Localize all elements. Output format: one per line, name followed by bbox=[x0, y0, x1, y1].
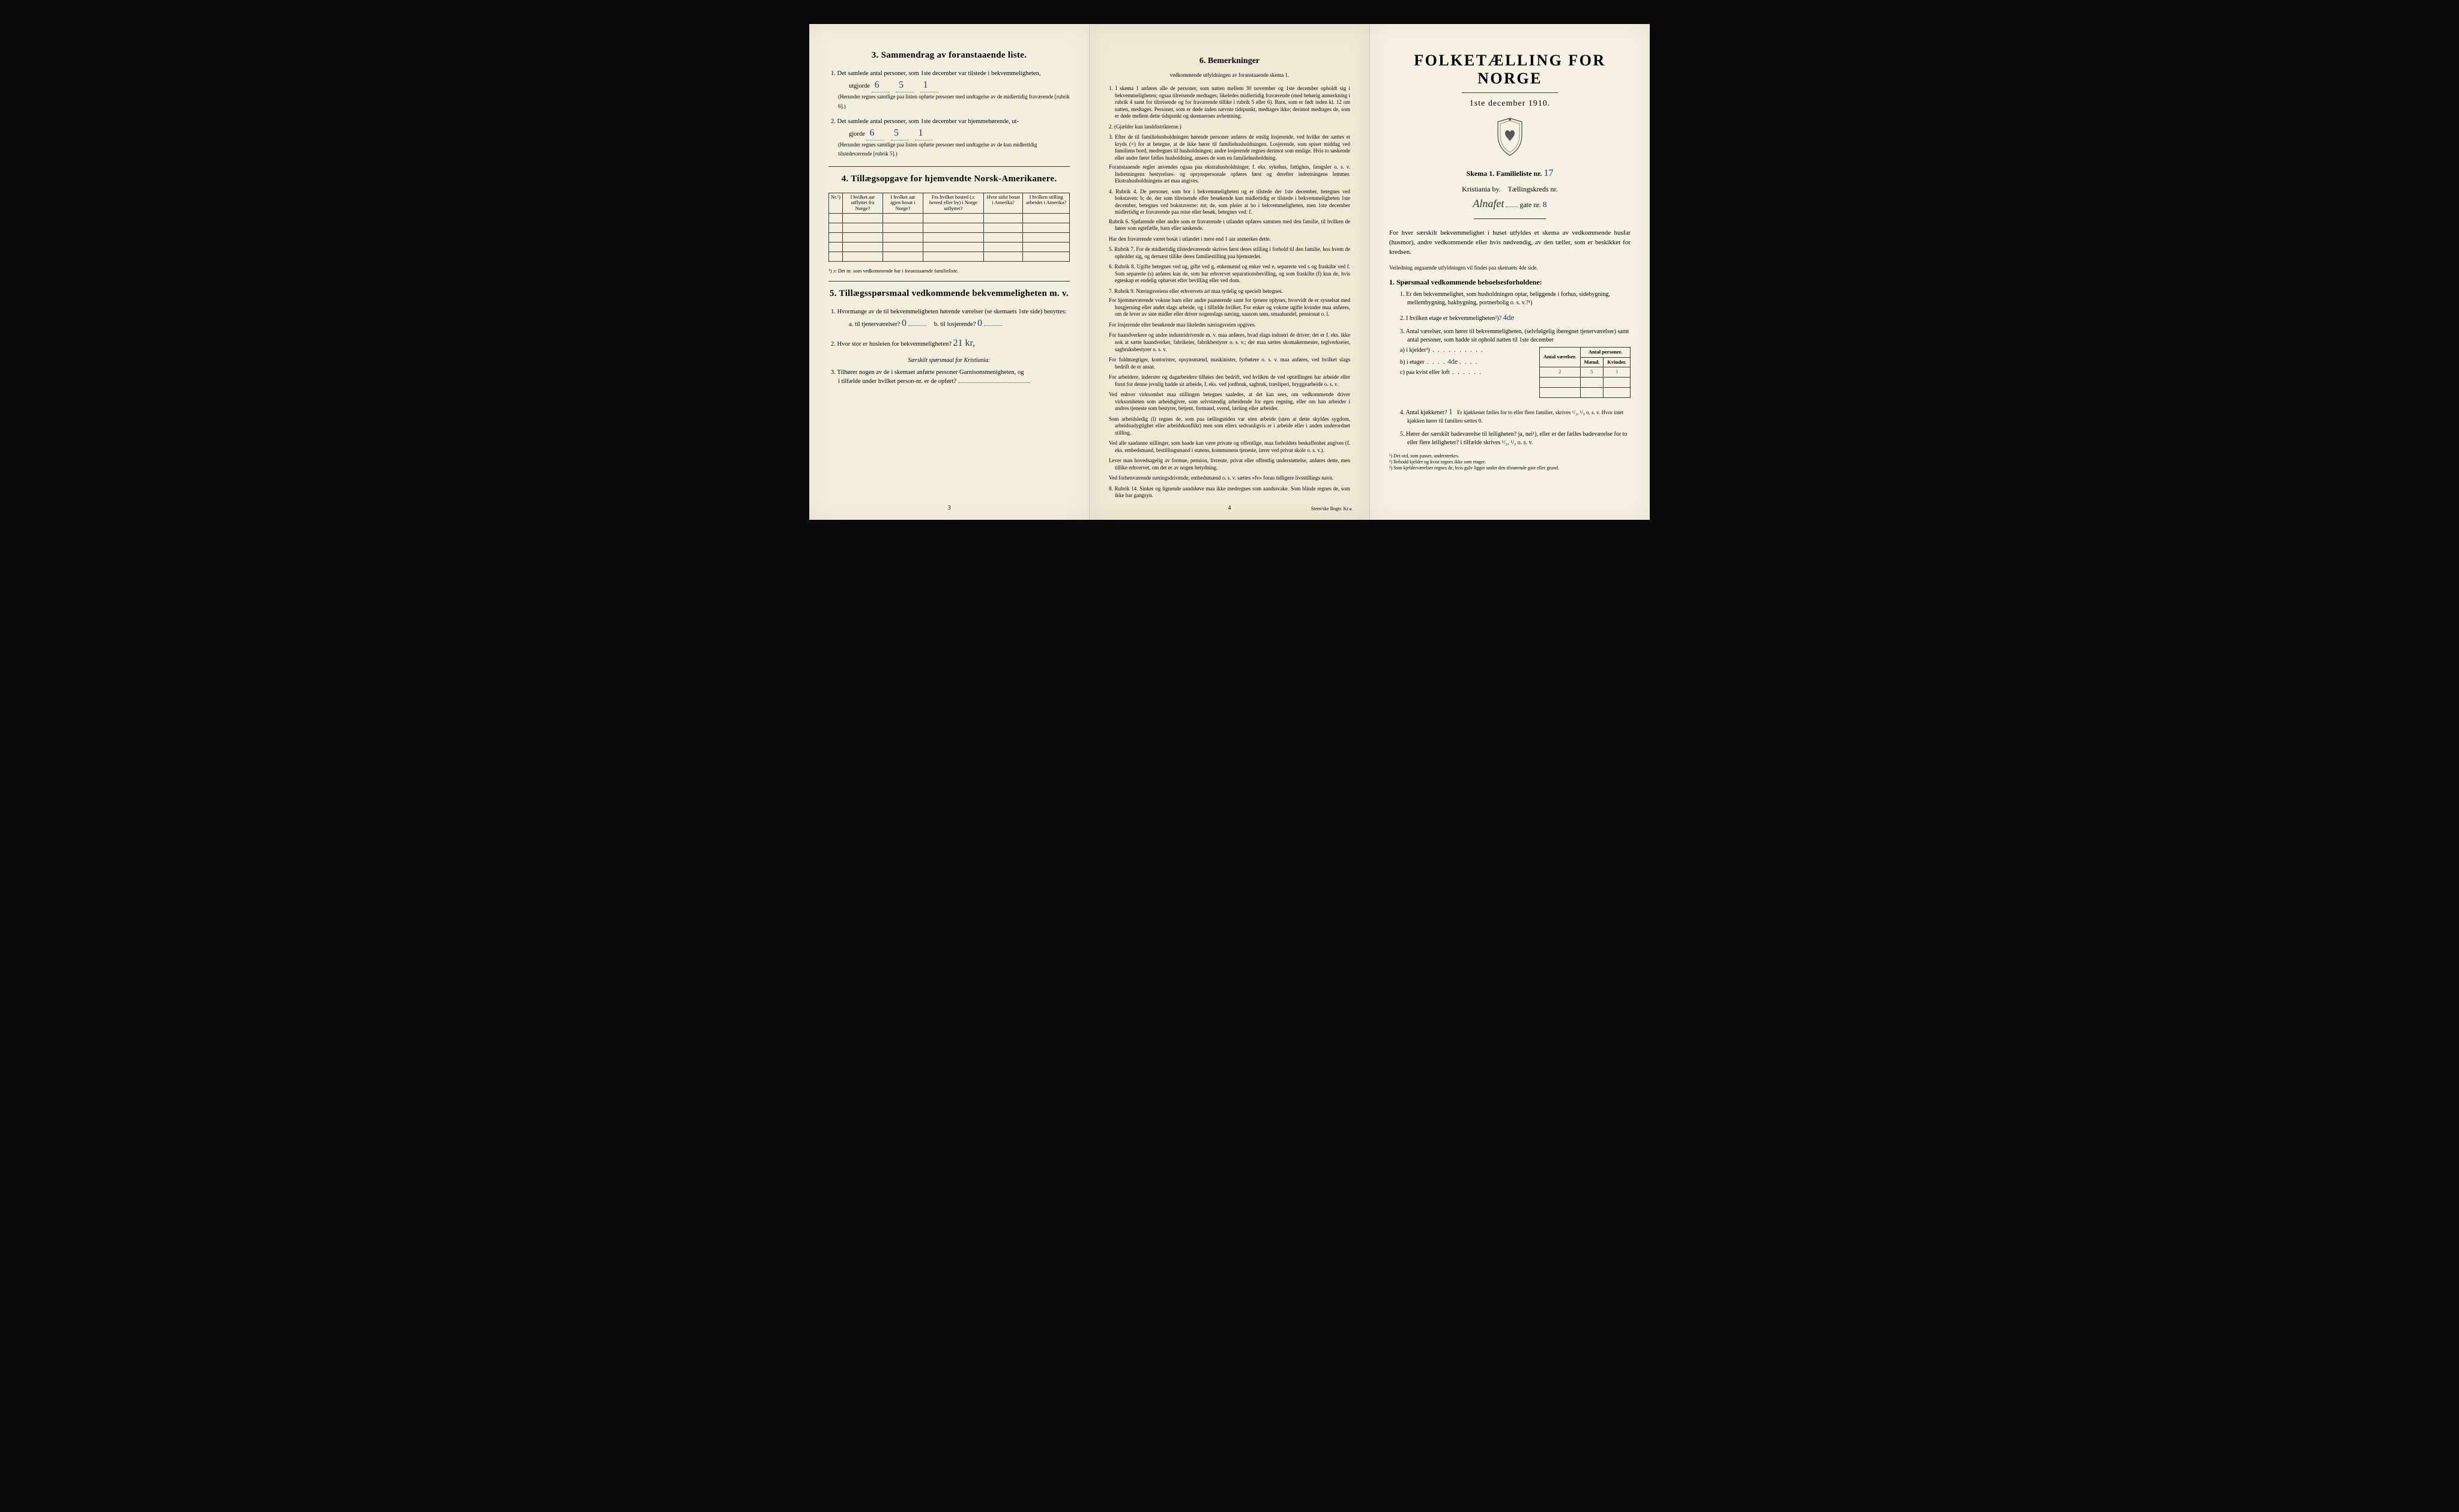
printer-mark: Steen'ske Bogtr. Kr.a. bbox=[1311, 506, 1353, 511]
s5-q1: 1. Hvormange av de til bekvemmeligheten … bbox=[831, 307, 1070, 330]
divider bbox=[1474, 218, 1546, 219]
q1-4-val: 1 bbox=[1449, 407, 1453, 416]
q1-list: 1. Er den bekvemmelighet, som husholdnin… bbox=[1400, 291, 1631, 448]
table-row bbox=[829, 251, 1070, 261]
section-3-title: 3. Sammendrag av foranstaaende liste. bbox=[828, 50, 1070, 61]
page-middle: 6. Bemerkninger vedkommende utfyldningen… bbox=[1090, 24, 1370, 520]
s5-note: Særskilt spørsmaal for Kristiania: bbox=[828, 357, 1070, 365]
page-left: 3. Sammendrag av foranstaaende liste. 1.… bbox=[809, 24, 1090, 520]
census-date: 1ste december 1910. bbox=[1389, 99, 1631, 109]
section-6-title: 6. Bemerkninger bbox=[1109, 56, 1350, 66]
s3-q1-val3: 1 bbox=[920, 78, 938, 92]
table-row bbox=[829, 242, 1070, 251]
s3-q2-val1: 6 bbox=[866, 126, 884, 140]
s4-th-4: Hvor sidst bosat i Amerika? bbox=[984, 193, 1023, 213]
section-5-title: 5. Tillægsspørsmaal vedkommende bekvemme… bbox=[828, 289, 1070, 299]
counts-row-b bbox=[1539, 378, 1630, 388]
street-name: Alnafet bbox=[1473, 197, 1504, 209]
remark-4: 4. Rubrik 4. De personer, som bor i bekv… bbox=[1109, 188, 1350, 243]
s5-q1a-val: 0 bbox=[902, 318, 907, 328]
s4-th-2: I hvilket aar igjen bosat i Norge? bbox=[883, 193, 923, 213]
q1-title: 1. Spørsmaal vedkommende beboelsesforhol… bbox=[1389, 278, 1631, 287]
document-spread: 3. Sammendrag av foranstaaende liste. 1.… bbox=[809, 24, 1650, 520]
remark-3: 3. Efter de til familiehusholdningen hør… bbox=[1109, 134, 1350, 185]
masthead-rule bbox=[1462, 92, 1558, 93]
s3-q1-val1: 6 bbox=[872, 78, 890, 92]
q1-3: 3. Antal værelser, som hører til bekvemm… bbox=[1400, 328, 1631, 402]
by-line: Kristiania by. Tællingskreds nr. bbox=[1389, 185, 1631, 194]
q1-2-val: 4de bbox=[1503, 313, 1515, 322]
s5-q2-val: 21 kr, bbox=[953, 338, 976, 348]
skema-line: Skema 1. Familieliste nr. 17 bbox=[1389, 168, 1631, 179]
s5-q1b-val: 0 bbox=[977, 318, 982, 328]
s4-th-nr: Nr.¹) bbox=[829, 193, 843, 213]
counts-table: Antal værelser. Antal personer. Mænd. Kv… bbox=[1539, 347, 1631, 398]
coat-of-arms-icon bbox=[1389, 117, 1631, 160]
table-row bbox=[829, 213, 1070, 223]
counts-row-a: 2 5 1 bbox=[1539, 367, 1630, 378]
s4-th-3: Fra hvilket bosted (ɔ: herred eller by) … bbox=[923, 193, 983, 213]
page-number: 3 bbox=[809, 505, 1089, 511]
divider bbox=[828, 166, 1070, 167]
section-4-table: Nr.¹) I hvilket aar utflyttet fra Norge?… bbox=[828, 193, 1070, 262]
s4-footnote: ¹) ɔ: Det nr. som vedkommende har i fora… bbox=[828, 268, 1070, 274]
s3-q2-note: (Herunder regnes samtlige paa listen opf… bbox=[838, 142, 1037, 157]
street-line: Alnafet gate nr. 8 bbox=[1389, 197, 1631, 210]
section-5-list: 1. Hvormange av de til bekvemmeligheten … bbox=[831, 307, 1070, 351]
q1-5: 5. Hører der særskilt badeværelse til le… bbox=[1400, 430, 1631, 447]
counts-row-c bbox=[1539, 388, 1630, 398]
section-3-list: 1. Det samlede antal personer, som 1ste … bbox=[831, 69, 1070, 159]
s4-th-5: I hvilken stilling arbeidet i Amerika? bbox=[1023, 193, 1070, 213]
footnotes: ¹) Det ord, som passer, understrekes. ²)… bbox=[1389, 453, 1631, 471]
gate-nr: 8 bbox=[1543, 200, 1547, 209]
q1-1: 1. Er den bekvemmelighet, som husholdnin… bbox=[1400, 291, 1631, 307]
q1-2: 2. I hvilken etage er bekvemmeligheten²)… bbox=[1400, 312, 1631, 323]
remarks-list: 1. I skema 1 anføres alle de personer, s… bbox=[1109, 85, 1350, 499]
divider bbox=[828, 281, 1070, 282]
section-4-title: 4. Tillægsopgave for hjemvendte Norsk-Am… bbox=[828, 174, 1070, 184]
remark-7: 7. Rubrik 9. Næringsveiens eller erhverv… bbox=[1109, 288, 1350, 482]
remark-1: 1. I skema 1 anføres alle de personer, s… bbox=[1109, 85, 1350, 120]
q1-4: 4. Antal kjøkkener? 1 Er kjøkkenet fælle… bbox=[1400, 406, 1631, 426]
s3-q2-val3: 1 bbox=[915, 126, 933, 140]
remark-5: 5. Rubrik 7. For de midlertidig tilstede… bbox=[1109, 246, 1350, 260]
page-right: FOLKETÆLLING FOR NORGE 1ste december 191… bbox=[1370, 24, 1650, 520]
remark-8: 8. Rubrik 14. Sinker og lignende aandslø… bbox=[1109, 486, 1350, 499]
s5-q3: 3. Tilhører nogen av de i skemaet anført… bbox=[831, 368, 1070, 386]
remark-2: 2. (Gjælder kun landdistrikterne.) bbox=[1109, 124, 1350, 131]
s3-q2: 2. Det samlede antal personer, som 1ste … bbox=[831, 117, 1070, 159]
remark-6: 6. Rubrik 8. Ugifte betegnes ved ug, gif… bbox=[1109, 264, 1350, 285]
s4-th-1: I hvilket aar utflyttet fra Norge? bbox=[843, 193, 883, 213]
masthead: FOLKETÆLLING FOR NORGE bbox=[1389, 52, 1631, 88]
table-row bbox=[829, 232, 1070, 242]
intro-text: For hver særskilt bekvemmelighet i huset… bbox=[1389, 229, 1631, 258]
familieliste-nr: 17 bbox=[1543, 168, 1553, 178]
s3-q1-val2: 5 bbox=[896, 78, 914, 92]
s3-q2-val2: 5 bbox=[891, 126, 909, 140]
table-row bbox=[829, 223, 1070, 232]
s5-q2: 2. Hvor stor er husleien for bekvemmelig… bbox=[831, 336, 1070, 350]
s3-q1: 1. Det samlede antal personer, som 1ste … bbox=[831, 69, 1070, 111]
intro-note: Veiledning angaaende utfyldningen vil fi… bbox=[1389, 265, 1631, 272]
s3-q1-note: (Herunder regnes samtlige paa listen opf… bbox=[838, 94, 1070, 109]
section-6-subtitle: vedkommende utfyldningen av foranstaaend… bbox=[1109, 72, 1350, 78]
